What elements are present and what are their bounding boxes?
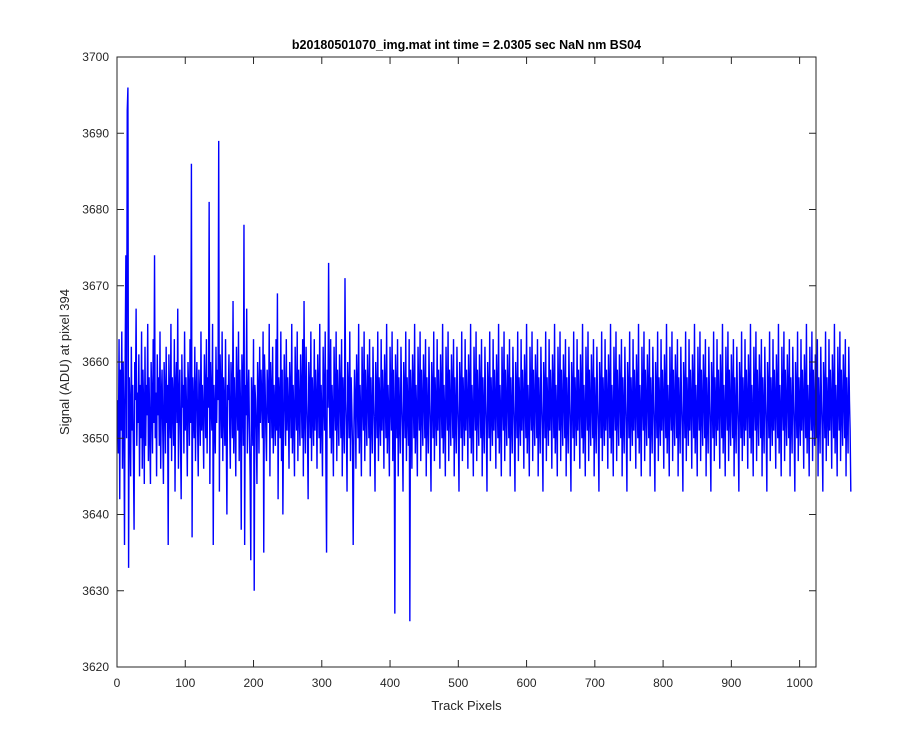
y-tick-label: 3670 bbox=[82, 279, 109, 293]
series-line-0 bbox=[116, 87, 852, 622]
y-tick-label: 3650 bbox=[82, 431, 109, 445]
y-tick-label: 3690 bbox=[82, 126, 109, 140]
chart-title: b20180501070_img.mat int time = 2.0305 s… bbox=[292, 38, 641, 52]
axes-box bbox=[116, 56, 817, 668]
y-tick-label: 3680 bbox=[82, 203, 109, 217]
x-tick-label: 100 bbox=[175, 676, 195, 690]
y-axis-label: Signal (ADU) at pixel 394 bbox=[57, 289, 72, 435]
tick-layer: 0 100 200 300 400 500 600 700 800 900 1000 3620 3630… bbox=[82, 50, 816, 690]
x-axis-label: Track Pixels bbox=[431, 698, 502, 713]
x-tick-label: 800 bbox=[653, 676, 673, 690]
y-tick-label: 3620 bbox=[82, 660, 109, 674]
x-tick-label: 0 bbox=[114, 676, 121, 690]
x-tick-label: 200 bbox=[244, 676, 264, 690]
y-tick-label: 3630 bbox=[82, 584, 109, 598]
x-tick-label: 600 bbox=[517, 676, 537, 690]
y-tick-label: 3640 bbox=[82, 508, 109, 522]
y-tick-label: 3700 bbox=[82, 50, 109, 64]
x-tick-label: 300 bbox=[312, 676, 332, 690]
x-tick-label: 1000 bbox=[786, 676, 813, 690]
y-tick-label: 3660 bbox=[82, 355, 109, 369]
series-layer bbox=[116, 87, 852, 622]
x-tick-label: 400 bbox=[380, 676, 400, 690]
x-tick-label: 700 bbox=[585, 676, 605, 690]
x-tick-label: 500 bbox=[448, 676, 468, 690]
x-tick-label: 900 bbox=[721, 676, 741, 690]
